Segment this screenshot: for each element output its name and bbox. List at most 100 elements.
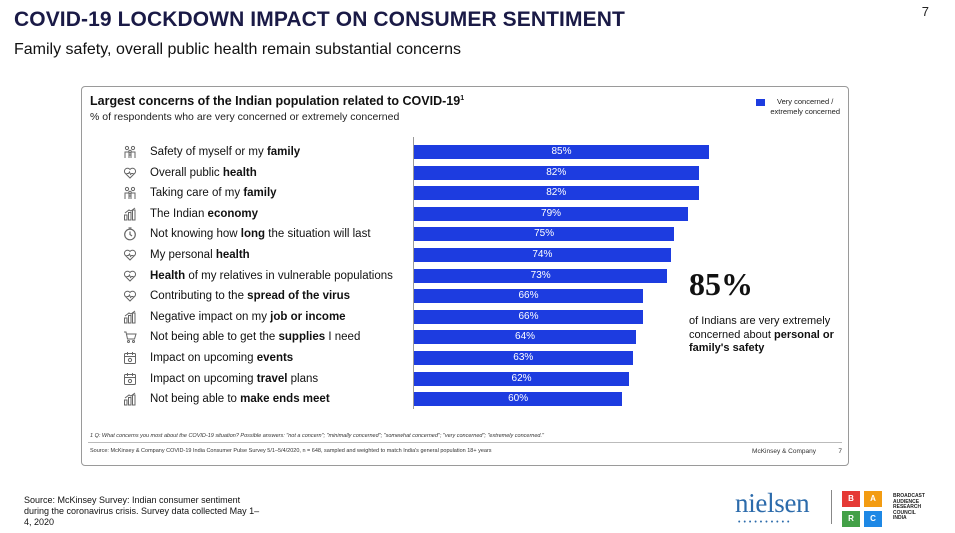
bar	[414, 371, 630, 386]
bar-category-label: Impact on upcoming events	[150, 351, 293, 365]
barc-logo-cell: B	[842, 491, 860, 507]
bar	[414, 351, 633, 365]
bar-category-label-text: Taking care of my	[150, 187, 244, 200]
bar-category-label-text: Negative impact on my	[150, 310, 271, 323]
bar-category-label-bold: events	[256, 352, 294, 364]
bar-value-label: 74%	[532, 249, 553, 260]
bar-category-label-bold: Health	[150, 269, 186, 282]
chart-footnote: 1 Q: What concerns you most about the CO…	[90, 433, 544, 439]
bar-category-label-text: plans	[287, 372, 319, 385]
callout-text: of Indians are very extremely concerned …	[689, 315, 839, 356]
family-icon	[123, 186, 137, 200]
bar-value-label: 63%	[513, 352, 534, 363]
barc-text-line: INDIA	[893, 515, 907, 521]
bar-value-label: 66%	[518, 290, 539, 302]
bar-category-label-text: Not being able to	[150, 393, 241, 406]
clock-icon	[123, 227, 137, 241]
legend-swatch	[756, 99, 766, 106]
page-title: COVID-19 LOCKDOWN IMPACT ON CONSUMER SEN…	[14, 8, 625, 31]
bar-category-label-text: Impact on upcoming	[150, 372, 257, 385]
bar	[414, 392, 623, 407]
bar	[414, 330, 637, 345]
bar-category-label-bold: health	[222, 166, 257, 179]
bar-category-label: Not knowing how long the situation will …	[150, 227, 371, 241]
barc-text: BROADCAST AUDIENCE RESEARCH COUNCIL INDIA	[893, 493, 925, 522]
card-brand: McKinsey & Company	[752, 448, 816, 455]
economy-icon	[123, 310, 137, 324]
bar-category-label-bold: make ends meet	[240, 393, 330, 406]
bar-category-label-text: The Indian	[150, 207, 208, 220]
bar	[414, 268, 668, 283]
bar-category-label-bold: health	[215, 249, 250, 261]
legend-label-line2: extremely concerned	[770, 107, 840, 116]
heart-icon	[123, 269, 137, 283]
card-divider	[88, 442, 842, 443]
bar-value-label: 75%	[534, 228, 555, 240]
bar	[414, 206, 689, 221]
chart-source: Source: McKinsey & Company COVID-19 Indi…	[90, 448, 492, 454]
bar-category-label: Not being able to get the supplies I nee…	[150, 330, 360, 344]
bar-category-label-bold: supplies	[278, 331, 326, 344]
bar-category-label-text: Not knowing how	[150, 228, 241, 241]
heart-icon	[123, 166, 137, 180]
chart-card: Largest concerns of the Indian populatio…	[81, 86, 849, 466]
legend-label-line1: Very concerned /	[777, 97, 834, 106]
bar-category-label: Contributing to the spread of the virus	[150, 289, 350, 303]
barc-text-line: BROADCAST	[893, 493, 925, 499]
chart-title-text: Largest concerns of the Indian populatio…	[90, 94, 461, 108]
bar-value-label: 79%	[541, 207, 562, 219]
bar-category-label-text: Contributing to the	[150, 290, 248, 303]
cart-icon	[123, 330, 137, 344]
bar-category-label: Taking care of my family	[150, 186, 277, 200]
bar-axis-line	[413, 137, 414, 409]
card-page-number: 7	[838, 448, 842, 455]
nielsen-logo-dots: ••••••••••	[738, 519, 793, 526]
barc-text-line: RESEARCH	[893, 504, 922, 510]
chart-title-footnote-mark: 1	[460, 94, 465, 102]
bar-category-label-bold: job or income	[270, 310, 346, 323]
calendar-icon	[123, 351, 137, 365]
bar-category-label-text: My personal	[150, 249, 216, 261]
bar-value-label: 60%	[508, 393, 529, 405]
bar-category-label: Negative impact on my job or income	[150, 310, 346, 324]
bar-value-label: 82%	[546, 166, 567, 178]
heart-icon	[123, 248, 137, 262]
legend-label: Very concerned / extremely concerned	[770, 97, 840, 117]
bar-category-label-text: Impact on upcoming	[150, 352, 257, 364]
economy-icon	[123, 392, 137, 406]
bar-category-label-text: Overall public	[150, 166, 223, 179]
chart-title: Largest concerns of the Indian populatio…	[90, 94, 464, 108]
bar-category-label-bold: spread of the virus	[247, 290, 351, 303]
bar-value-label: 73%	[530, 269, 551, 281]
bar-category-label: Not being able to make ends meet	[150, 392, 330, 406]
bar-category-label-bold: travel	[256, 372, 288, 385]
bar-category-label: The Indian economy	[150, 207, 258, 221]
bar	[414, 309, 644, 324]
bar-category-label-bold: economy	[207, 207, 259, 220]
page-subtitle: Family safety, overall public health rem…	[14, 41, 462, 58]
bar-category-label: Health of my relatives in vulnerable pop…	[150, 269, 393, 283]
callout-text-plain: of Indians are very extremely concerned …	[689, 315, 831, 341]
bar-category-label: Overall public health	[150, 166, 257, 180]
bar	[414, 165, 699, 180]
bar-category-label-bold: long	[240, 228, 266, 241]
bar-category-label-text: of my relatives in vulnerable population…	[185, 269, 393, 282]
bar	[414, 145, 709, 159]
bar-category-label-text: the situation will last	[265, 228, 371, 241]
nielsen-logo: nielsen	[735, 488, 810, 518]
bar	[414, 289, 644, 304]
chart-subtitle: % of respondents who are very concerned …	[90, 111, 400, 123]
calendar-icon	[123, 372, 137, 386]
bar-value-label: 62%	[511, 372, 532, 384]
bar-category-label: Safety of myself or my family	[150, 145, 300, 159]
economy-icon	[123, 207, 137, 221]
bar-value-label: 85%	[551, 146, 572, 157]
family-icon	[123, 145, 137, 159]
barc-text-line: AUDIENCE	[893, 498, 920, 505]
bar-category-label: Impact on upcoming travel plans	[150, 372, 318, 386]
bar-category-label-bold: family	[266, 146, 301, 158]
logo-divider	[831, 490, 832, 524]
bar-category-label-text: I need	[325, 331, 361, 344]
bar	[414, 248, 671, 262]
